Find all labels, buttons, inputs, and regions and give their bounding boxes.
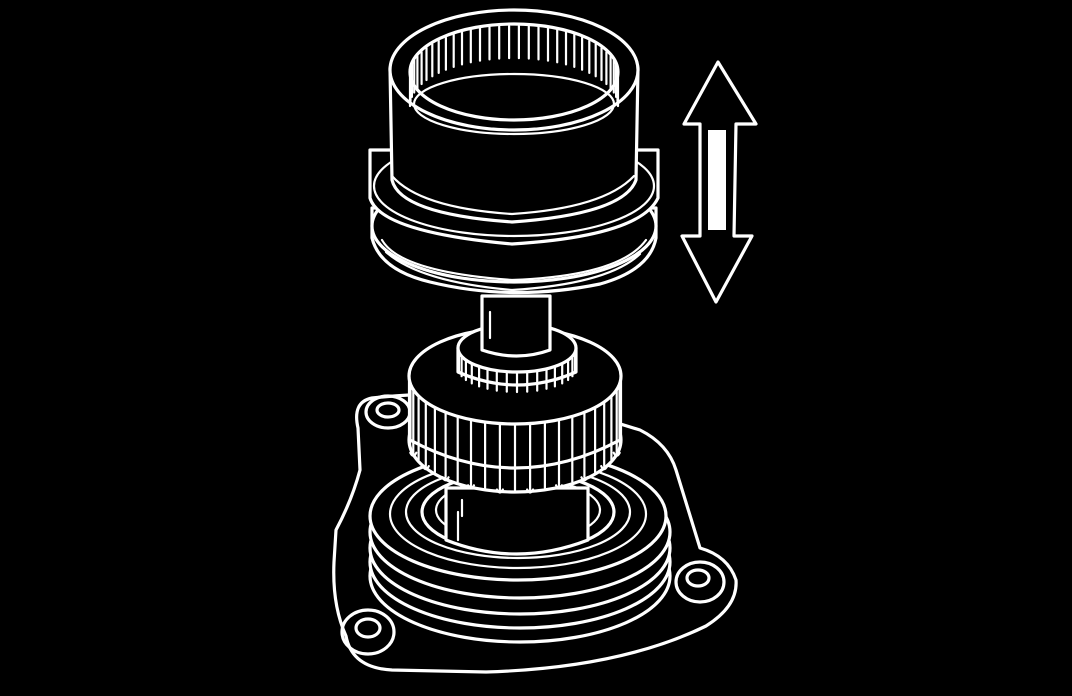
splined-sleeve xyxy=(368,8,660,295)
bearing-housing xyxy=(332,392,738,674)
gear-tooth-tip xyxy=(600,465,609,471)
gear-tooth-tip xyxy=(526,488,535,494)
gear-tooth-tip xyxy=(466,484,476,490)
gear-tooth-tip xyxy=(421,465,430,471)
sleeve-internal-splines xyxy=(408,25,620,136)
gear-tooth-tip xyxy=(409,451,418,457)
gear-teeth xyxy=(407,374,623,494)
bolt-hole-right xyxy=(674,560,726,604)
splined-gear xyxy=(407,294,623,494)
upper-shaft xyxy=(480,294,552,358)
housing-shaft xyxy=(444,486,590,556)
bolt-hole-left xyxy=(340,608,396,656)
double-vertical-arrow-icon xyxy=(680,60,758,304)
gear-tooth-tip xyxy=(612,451,621,457)
gear-tooth-tip xyxy=(441,476,450,482)
gear-tooth-tip xyxy=(495,488,504,494)
gear-tooth-tip xyxy=(554,484,564,490)
sleeve-bore-floor xyxy=(412,72,616,136)
gear-tooth-tip xyxy=(580,476,589,482)
